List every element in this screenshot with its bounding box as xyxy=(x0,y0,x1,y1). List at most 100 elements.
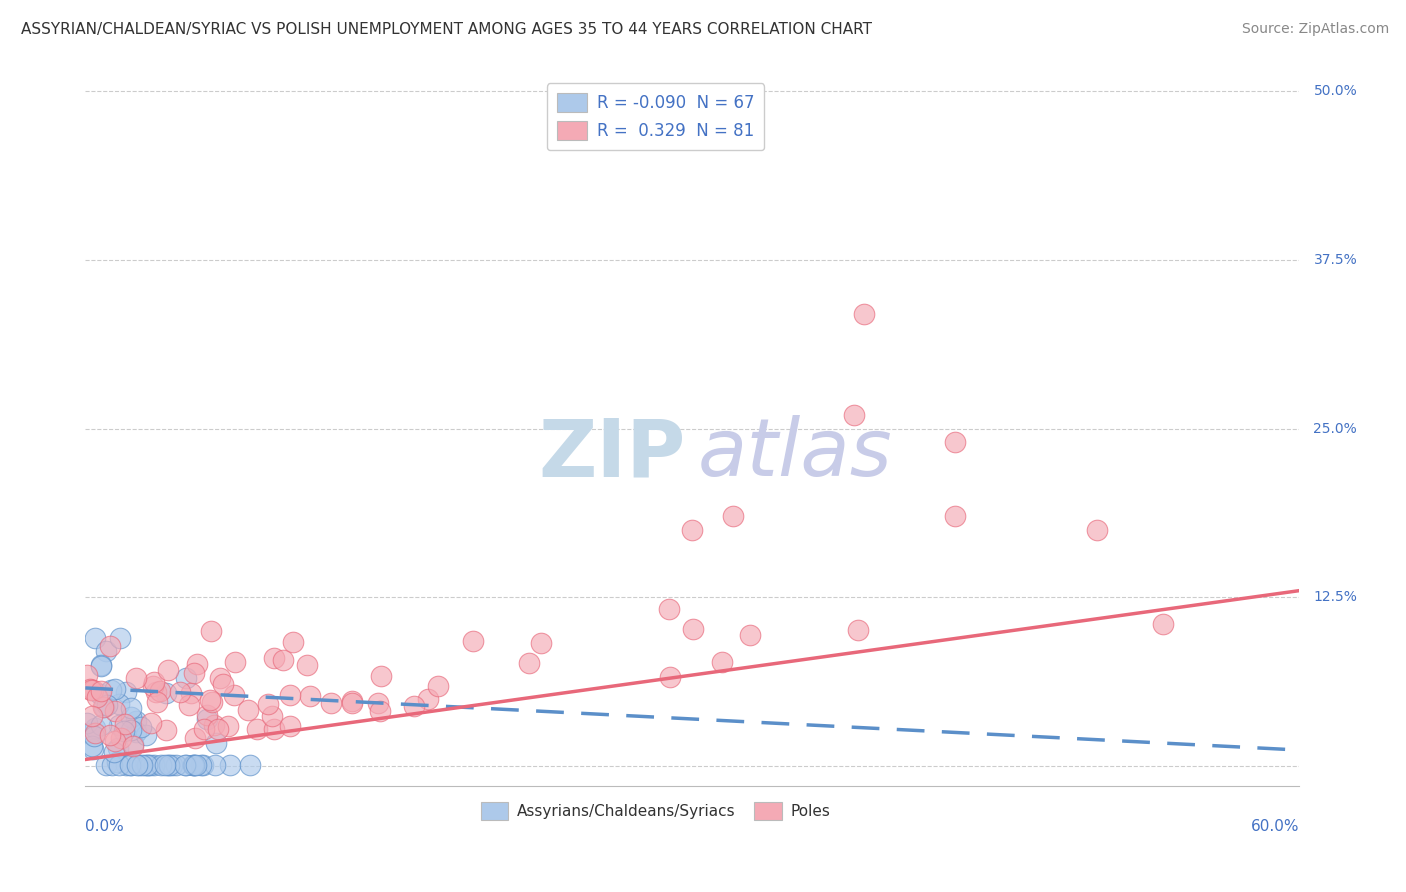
Point xyxy=(146,695,169,709)
Text: ASSYRIAN/CHALDEAN/SYRIAC VS POLISH UNEMPLOYMENT AMONG AGES 35 TO 44 YEARS CORREL: ASSYRIAN/CHALDEAN/SYRIAC VS POLISH UNEMP… xyxy=(21,22,872,37)
Point xyxy=(202,718,225,732)
Point xyxy=(1085,523,1108,537)
Point xyxy=(131,757,153,772)
Point xyxy=(125,714,148,728)
Point xyxy=(184,757,207,772)
Text: 12.5%: 12.5% xyxy=(1313,591,1357,605)
Point xyxy=(278,688,301,702)
Point xyxy=(121,739,143,753)
Point xyxy=(207,723,229,737)
Point xyxy=(721,509,744,524)
Point xyxy=(190,757,212,772)
Point xyxy=(517,657,540,671)
Point xyxy=(200,693,222,707)
Point xyxy=(426,679,449,693)
Point xyxy=(262,709,284,723)
Point xyxy=(842,408,865,422)
Point xyxy=(107,755,129,769)
Point xyxy=(138,757,160,772)
Point xyxy=(145,685,167,699)
Point xyxy=(79,726,101,740)
Point xyxy=(110,631,132,645)
Point xyxy=(160,757,183,772)
Point xyxy=(120,709,142,723)
Point xyxy=(416,692,439,706)
Point xyxy=(96,698,118,712)
Point xyxy=(367,696,389,710)
Point xyxy=(90,718,112,732)
Point xyxy=(263,651,285,665)
Point xyxy=(263,722,285,736)
Point xyxy=(112,723,135,738)
Point xyxy=(76,668,98,682)
Point xyxy=(120,757,142,772)
Point xyxy=(142,679,165,693)
Point xyxy=(342,694,364,708)
Text: 60.0%: 60.0% xyxy=(1250,819,1299,834)
Point xyxy=(114,685,136,699)
Point xyxy=(236,702,259,716)
Point xyxy=(319,696,342,710)
Point xyxy=(104,734,127,748)
Point xyxy=(143,674,166,689)
Point xyxy=(224,655,246,669)
Point xyxy=(295,658,318,673)
Point xyxy=(108,718,131,732)
Point xyxy=(84,631,107,645)
Point xyxy=(134,757,156,772)
Point xyxy=(218,757,240,772)
Point xyxy=(139,715,162,730)
Point xyxy=(224,688,246,702)
Text: 25.0%: 25.0% xyxy=(1313,422,1357,435)
Point xyxy=(76,715,98,730)
Point xyxy=(86,690,108,705)
Text: ZIP: ZIP xyxy=(538,415,686,493)
Point xyxy=(738,628,761,642)
Point xyxy=(128,757,150,772)
Point xyxy=(80,708,103,723)
Point xyxy=(110,731,132,745)
Point xyxy=(108,697,131,711)
Point xyxy=(94,757,117,772)
Point xyxy=(201,695,224,709)
Point xyxy=(114,717,136,731)
Point xyxy=(98,639,121,653)
Point xyxy=(404,699,426,714)
Point xyxy=(125,671,148,685)
Point xyxy=(155,723,177,737)
Point xyxy=(90,684,112,698)
Point xyxy=(108,757,131,772)
Point xyxy=(84,726,107,740)
Point xyxy=(124,725,146,739)
Point xyxy=(370,704,392,718)
Point xyxy=(370,669,392,683)
Point xyxy=(104,704,127,718)
Point xyxy=(943,509,966,524)
Point xyxy=(280,719,302,733)
Point xyxy=(129,720,152,734)
Point xyxy=(340,696,363,710)
Point xyxy=(125,757,148,772)
Point xyxy=(83,729,105,743)
Point xyxy=(149,684,172,698)
Point xyxy=(183,665,205,680)
Point xyxy=(174,757,197,772)
Point xyxy=(174,757,197,772)
Point xyxy=(180,686,202,700)
Point xyxy=(943,435,966,450)
Point xyxy=(461,634,484,648)
Point xyxy=(299,689,322,703)
Point xyxy=(681,523,703,537)
Point xyxy=(208,672,231,686)
Point xyxy=(90,657,112,672)
Point xyxy=(1152,617,1174,632)
Point xyxy=(186,657,208,671)
Point xyxy=(183,757,205,772)
Point xyxy=(710,655,733,669)
Text: 37.5%: 37.5% xyxy=(1313,252,1357,267)
Text: 0.0%: 0.0% xyxy=(86,819,124,834)
Text: 50.0%: 50.0% xyxy=(1313,84,1357,98)
Point xyxy=(135,728,157,742)
Point xyxy=(659,670,682,684)
Point xyxy=(183,757,205,772)
